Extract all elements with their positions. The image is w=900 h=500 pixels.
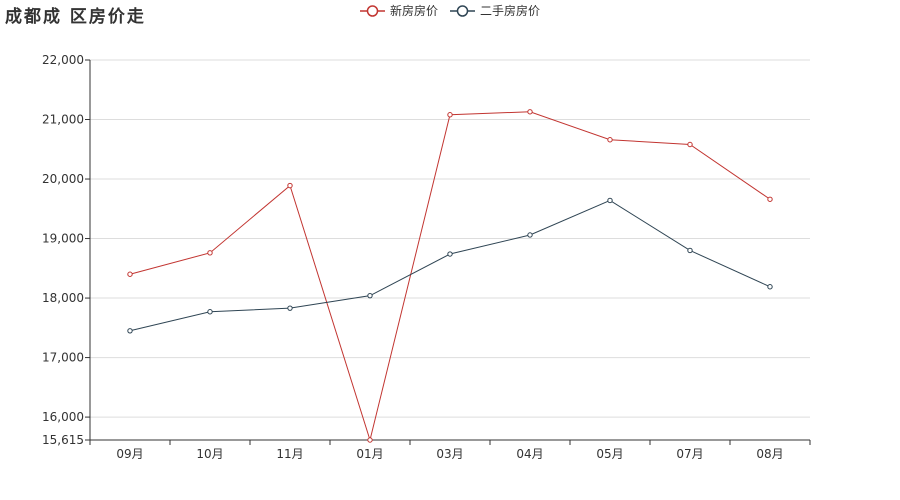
legend-item-1[interactable]: 新房房价 — [360, 3, 438, 18]
data-point — [367, 437, 373, 443]
data-point — [607, 137, 613, 143]
data-point — [687, 247, 693, 254]
legend-marker-icon — [456, 5, 469, 17]
data-point — [207, 250, 213, 256]
series-line-2 — [129, 199, 771, 332]
y-tick-label: 15,615 — [42, 433, 84, 447]
legend-label: 二手房房价 — [480, 3, 540, 18]
data-point — [527, 232, 533, 238]
data-point — [207, 309, 213, 315]
x-tick-label: 10月 — [196, 447, 223, 461]
chart-title: 成都成 区房价走 — [5, 7, 146, 27]
x-tick-label: 05月 — [596, 447, 623, 461]
y-tick-label: 22,000 — [42, 53, 84, 67]
data-point — [287, 305, 293, 311]
x-tick-label: 04月 — [516, 447, 543, 461]
data-point — [447, 251, 453, 257]
data-point — [127, 328, 133, 334]
y-tick-label: 17,000 — [42, 351, 84, 365]
data-point — [527, 109, 533, 115]
data-point — [367, 292, 373, 299]
y-tick-label: 19,000 — [42, 232, 84, 246]
data-point — [607, 197, 613, 204]
legend-label: 新房房价 — [390, 3, 438, 18]
series-line-1 — [129, 111, 771, 442]
y-tick-label: 18,000 — [42, 291, 84, 305]
x-tick-label: 11月 — [276, 447, 303, 461]
data-point — [287, 182, 293, 189]
data-point — [687, 141, 693, 148]
legend-marker-icon — [366, 5, 379, 17]
y-tick-label: 21,000 — [42, 113, 84, 127]
data-point — [767, 196, 773, 202]
x-tick-label: 09月 — [116, 447, 143, 461]
legend-item-2[interactable]: 二手房房价 — [450, 3, 540, 18]
x-tick-label: 01月 — [356, 447, 383, 461]
x-tick-label: 08月 — [756, 447, 783, 461]
y-tick-label: 16,000 — [42, 410, 84, 424]
data-point — [447, 112, 453, 118]
x-tick-label: 03月 — [436, 447, 463, 461]
y-tick-label: 20,000 — [42, 172, 84, 186]
data-point — [127, 271, 133, 277]
data-point — [767, 284, 773, 290]
x-tick-label: 07月 — [676, 447, 703, 461]
